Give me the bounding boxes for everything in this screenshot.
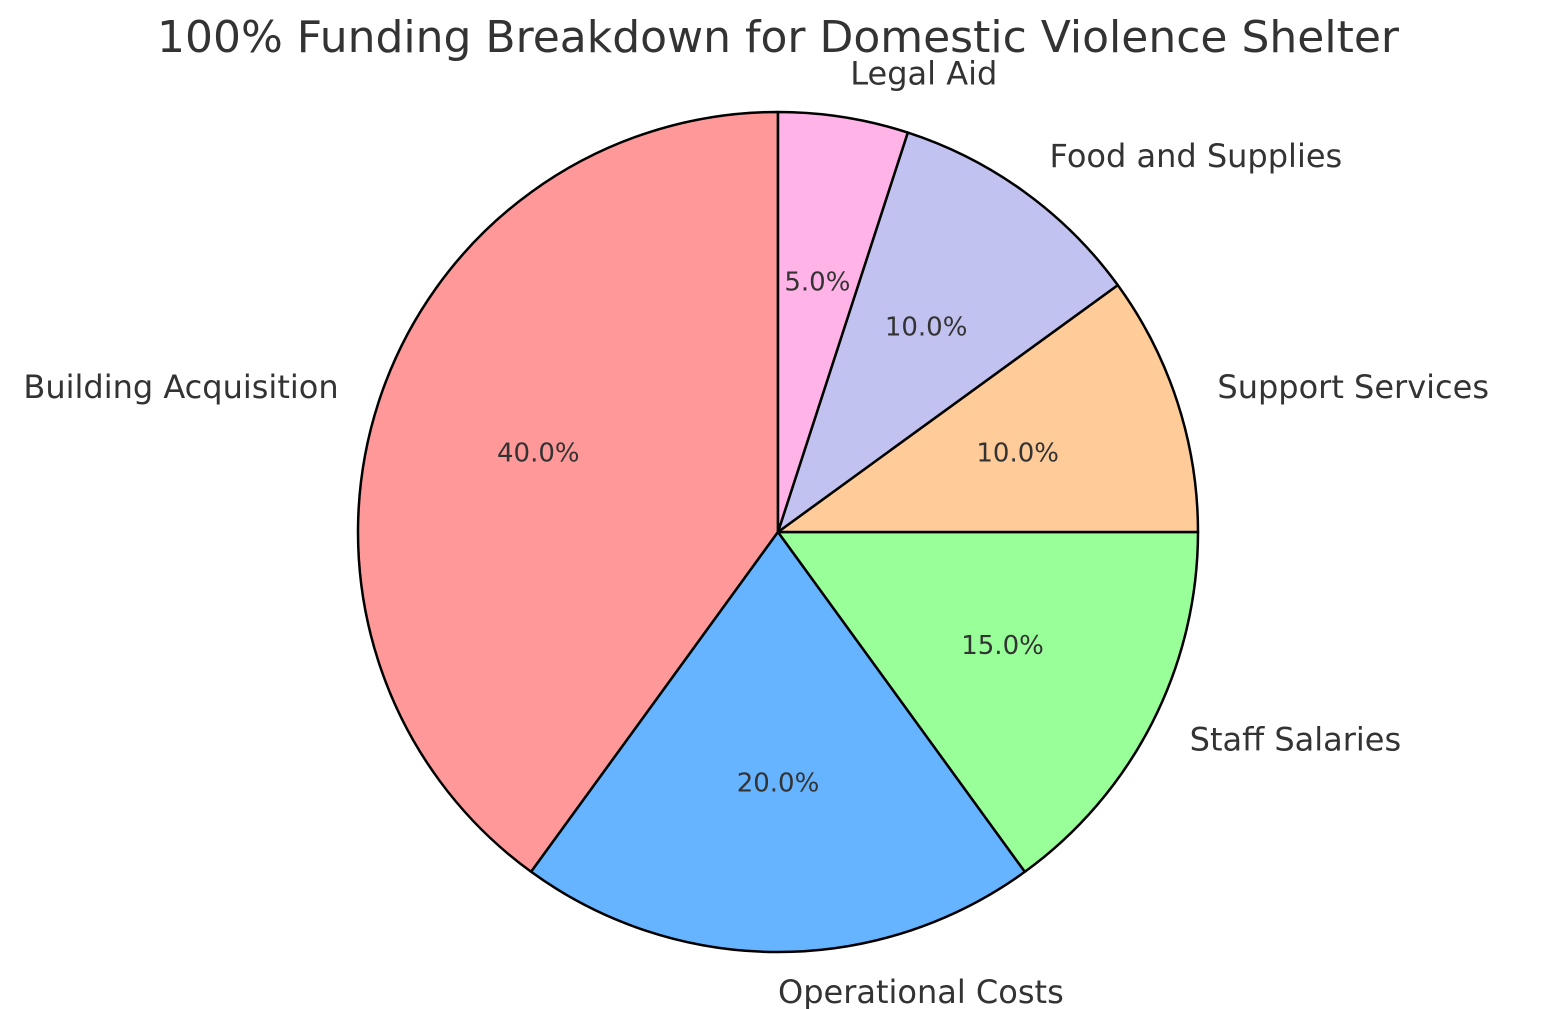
value-label: 20.0% xyxy=(737,769,820,799)
pie-slice xyxy=(776,131,1120,534)
slice-label: Support Services xyxy=(1217,368,1489,406)
chart-title: 100% Funding Breakdown for Domestic Viol… xyxy=(157,12,1400,63)
value-label: 40.0% xyxy=(497,439,580,469)
pie-slice xyxy=(776,283,1200,534)
slice-label: Food and Supplies xyxy=(1050,137,1343,175)
value-label: 5.0% xyxy=(784,268,850,298)
slice-label: Building Acquisition xyxy=(23,368,338,406)
value-label: 10.0% xyxy=(885,313,968,343)
value-label: 15.0% xyxy=(961,631,1044,661)
pie-slice xyxy=(776,110,910,534)
slice-label: Legal Aid xyxy=(850,55,997,93)
pie-slice xyxy=(356,110,780,874)
pie-slice xyxy=(776,530,1200,874)
pie-slice xyxy=(529,530,1027,954)
slice-label: Operational Costs xyxy=(778,973,1064,1009)
slice-label: Staff Salaries xyxy=(1190,721,1402,759)
value-label: 10.0% xyxy=(976,439,1059,469)
